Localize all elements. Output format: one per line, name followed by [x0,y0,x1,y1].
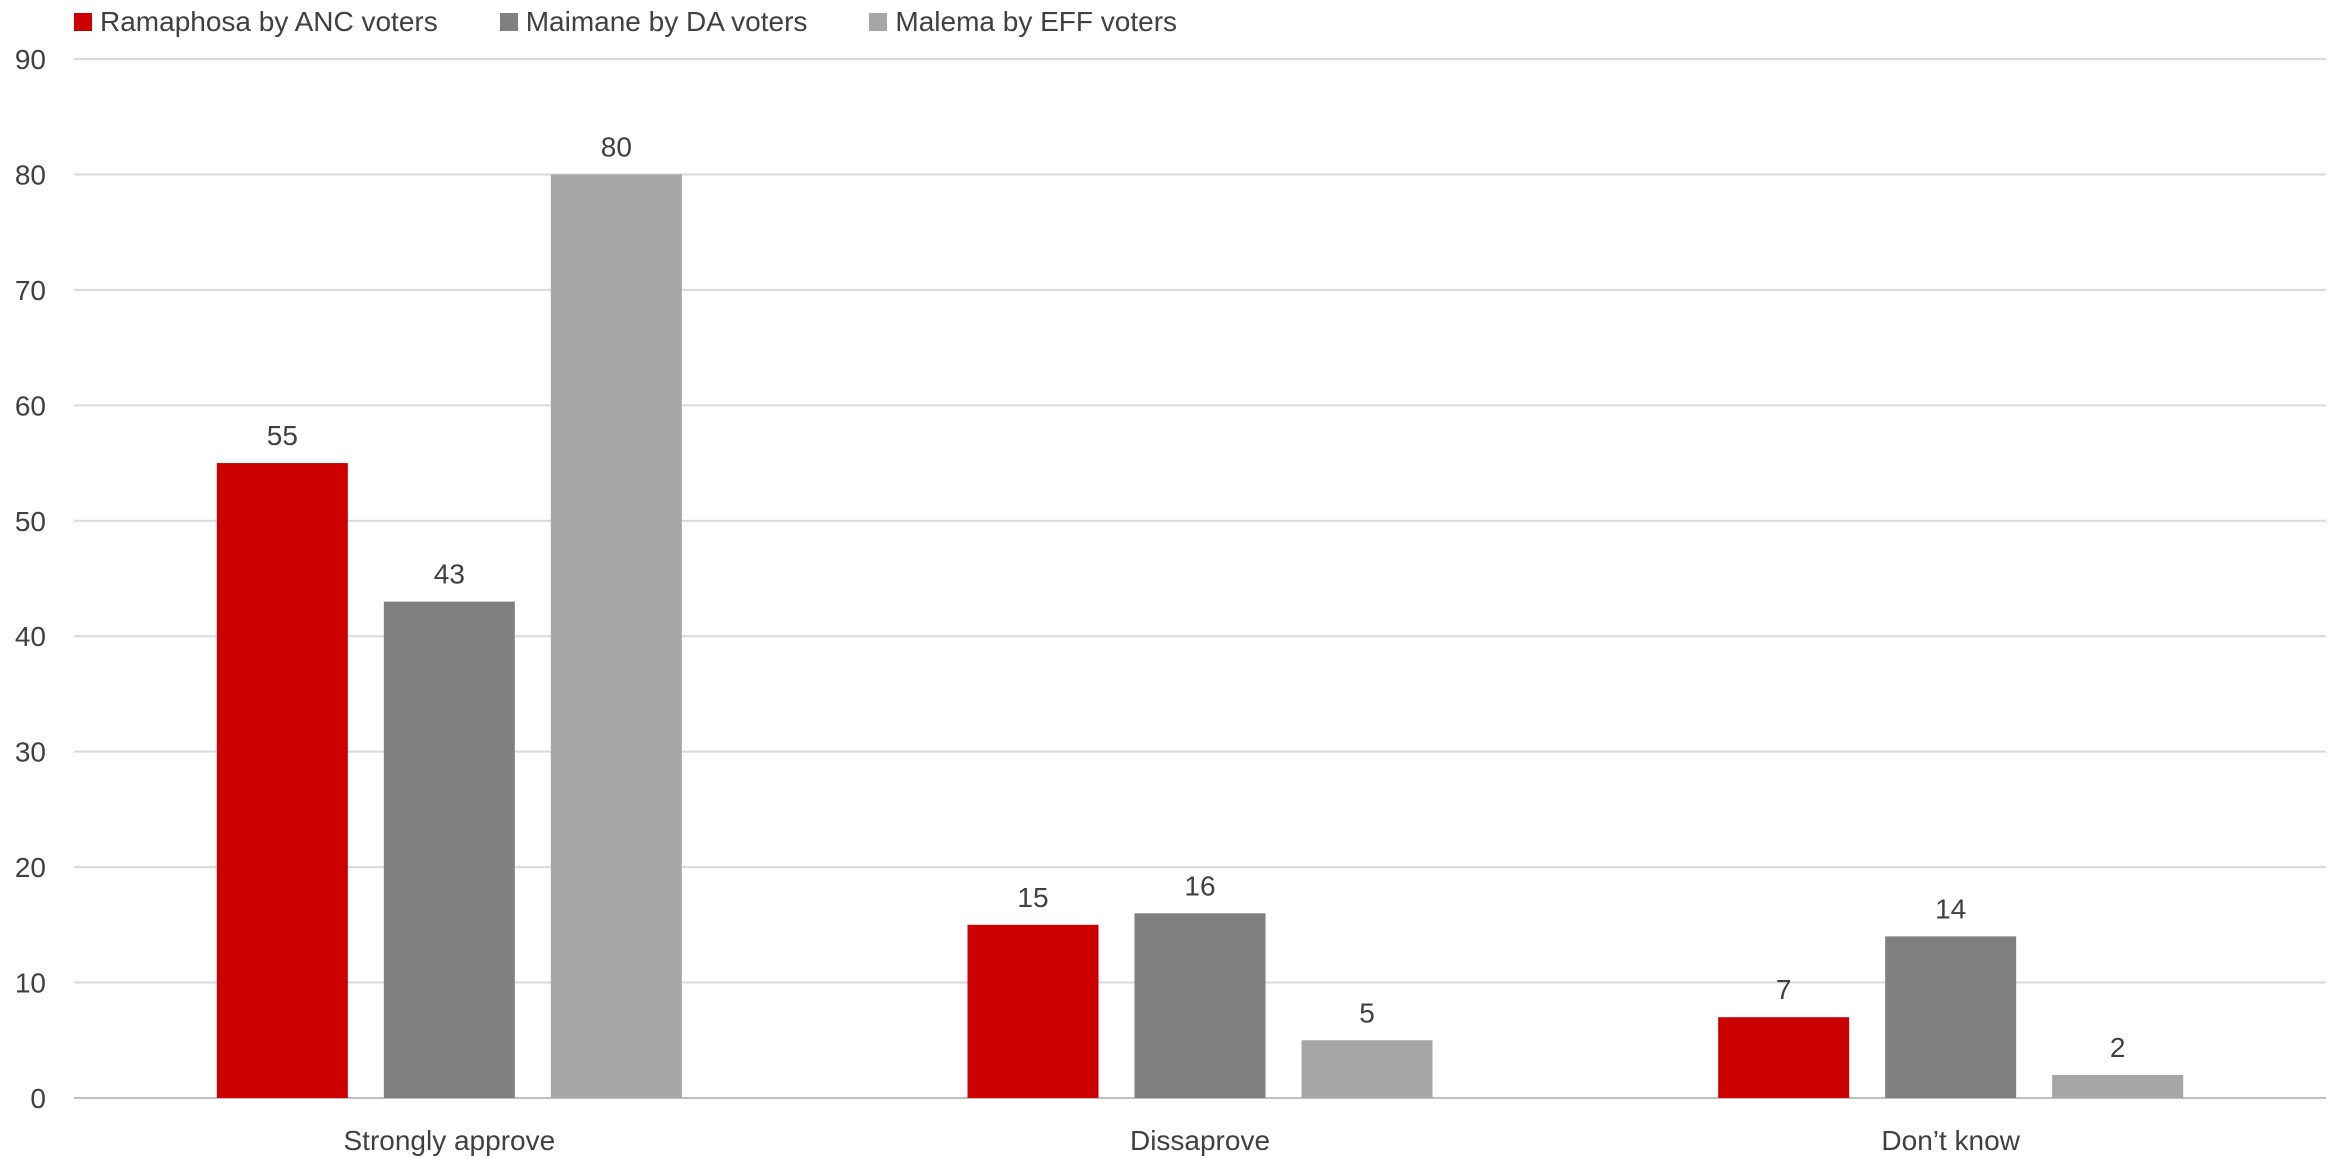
y-tick-label: 60 [15,390,46,421]
data-label: 55 [267,420,298,451]
legend-label-eff: Malema by EFF voters [895,6,1178,37]
chart-legend: Ramaphosa by ANC voters Maimane by DA vo… [74,4,1239,40]
x-axis-tick-labels: Strongly approve Dissaprove Don’t know [343,1125,2020,1156]
bar [1134,913,1266,1098]
bar [1718,1017,1850,1098]
y-tick-label: 50 [15,506,46,537]
data-label: 16 [1184,870,1215,901]
data-label: 14 [1935,893,1966,924]
legend-label-da: Maimane by DA voters [525,6,808,37]
legend-swatch-da [499,13,518,31]
bar [216,463,348,1098]
data-label: 43 [434,559,465,590]
data-label: 15 [1017,882,1048,913]
legend-label-anc: Ramaphosa by ANC voters [100,6,438,37]
y-tick-label: 90 [15,44,46,75]
y-tick-label: 80 [15,159,46,190]
bar [550,174,682,1098]
y-tick-label: 30 [15,737,46,768]
y-tick-label: 20 [15,852,46,883]
x-tick-label: Don’t know [1881,1125,2020,1156]
y-tick-label: 40 [15,621,46,652]
bar [2052,1074,2184,1098]
bar [1301,1040,1433,1098]
bar [383,601,515,1098]
legend-item-eff: Malema by EFF voters [869,6,1177,38]
x-tick-label: Dissaprove [1130,1125,1270,1156]
data-label: 80 [601,131,632,162]
bar [1885,936,2017,1098]
data-label: 7 [1776,974,1792,1005]
data-label: 2 [2110,1032,2126,1063]
legend-swatch-eff [869,13,888,31]
bar [967,924,1099,1098]
y-axis-tick-labels: 0 10 20 30 40 50 60 70 80 90 [15,44,46,1114]
legend-swatch-anc [74,13,92,31]
legend-item-anc: Ramaphosa by ANC voters [74,6,438,38]
x-tick-label: Strongly approve [343,1125,555,1156]
data-labels: 55 43 80 15 16 5 7 14 2 [267,131,2126,1062]
bars [216,174,2184,1098]
legend-item-da: Maimane by DA voters [499,6,808,38]
y-tick-label: 70 [15,275,46,306]
data-label: 5 [1359,997,1375,1028]
y-tick-label: 10 [15,968,46,999]
y-tick-label: 0 [30,1083,46,1114]
